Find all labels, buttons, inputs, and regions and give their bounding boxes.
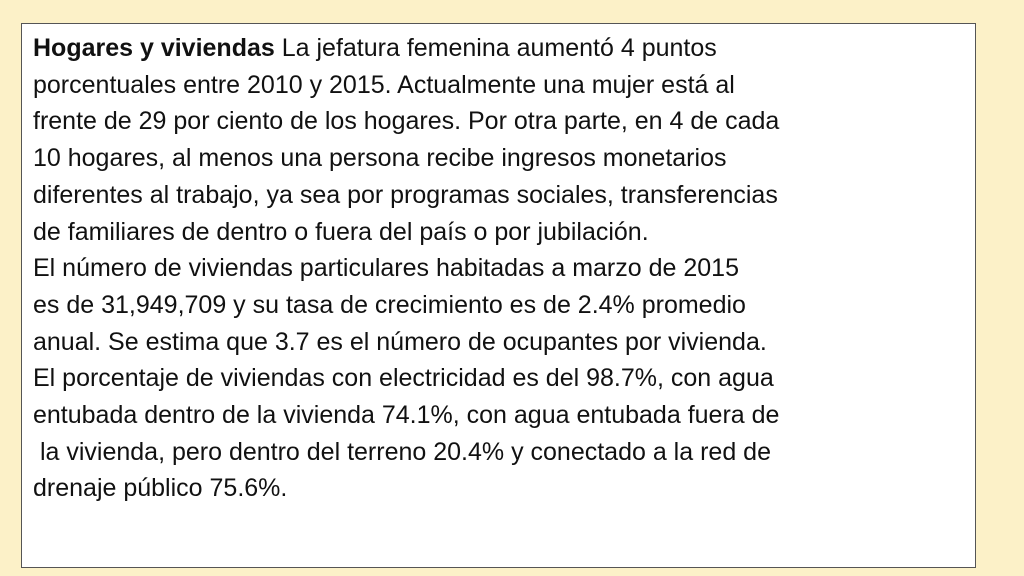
content-box: Hogares y viviendas La jefatura femenina…: [21, 23, 976, 568]
text-line: Hogares y viviendas La jefatura femenina…: [33, 30, 973, 67]
text-line: la vivienda, pero dentro del terreno 20.…: [33, 437, 771, 466]
line-text: La jefatura femenina aumentó 4 puntos: [274, 34, 717, 62]
text-line: El número de viviendas particulares habi…: [33, 254, 739, 283]
text-block: Hogares y viviendas La jefatura femenina…: [33, 30, 973, 507]
text-line: entubada dentro de la vivienda 74.1%, co…: [33, 401, 780, 430]
text-line: diferentes al trabajo, ya sea por progra…: [33, 180, 778, 209]
text-line: de familiares de dentro o fuera del país…: [33, 217, 649, 246]
text-line: frente de 29 por ciento de los hogares. …: [33, 107, 780, 136]
text-line: drenaje público 75.6%.: [33, 474, 288, 503]
text-line: 10 hogares, al menos una persona recibe …: [33, 144, 727, 173]
section-heading: Hogares y viviendas: [33, 34, 275, 62]
text-line: El porcentaje de viviendas con electrici…: [33, 364, 774, 393]
text-line: anual. Se estima que 3.7 es el número de…: [33, 327, 767, 356]
text-line: porcentuales entre 2010 y 2015. Actualme…: [33, 70, 735, 99]
text-line: es de 31,949,709 y su tasa de crecimient…: [33, 290, 746, 319]
